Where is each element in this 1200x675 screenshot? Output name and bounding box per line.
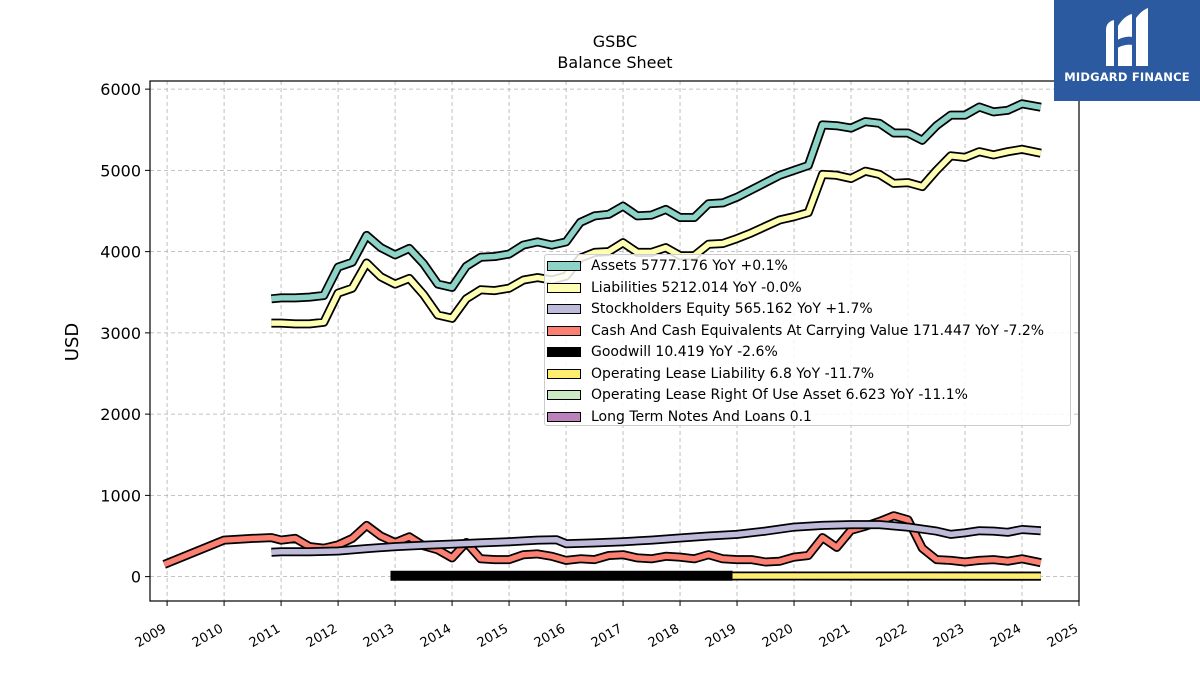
y-tick-label: 6000 <box>100 80 141 99</box>
x-tick-label: 2009 <box>133 621 169 651</box>
legend-swatch-long-term-notes <box>547 411 581 422</box>
y-tick-label: 2000 <box>100 405 141 424</box>
x-tick-label: 2021 <box>817 621 853 651</box>
x-tick-label: 2011 <box>247 621 283 651</box>
legend-swatch-operating-lease-rou-asset <box>547 390 581 400</box>
chart-title: GSBC <box>592 32 638 51</box>
y-axis-ticks: 0 1000 2000 3000 4000 5000 6000 <box>100 80 150 587</box>
midgard-logo-icon <box>1106 8 1148 66</box>
x-tick-label: 2013 <box>361 621 397 651</box>
x-tick-label: 2015 <box>475 621 511 651</box>
series-line-assets <box>271 101 1042 302</box>
legend-swatch-cash <box>547 325 581 336</box>
x-tick-label: 2019 <box>703 621 739 651</box>
brand-logo: MIDGARD FINANCE <box>1054 0 1200 101</box>
series-line-liabilities <box>271 146 1042 327</box>
legend-label-cash: Cash And Cash Equivalents At Carrying Va… <box>591 322 1045 339</box>
legend-label-operating-lease-liability: Operating Lease Liability 6.8 YoY -11.7% <box>591 365 875 382</box>
x-tick-label: 2024 <box>988 621 1024 651</box>
plot-frame <box>149 80 1080 602</box>
y-tick-label: 4000 <box>100 243 141 262</box>
chart-subtitle: Balance Sheet <box>557 53 673 72</box>
legend-label-stockholders-equity: Stockholders Equity 565.162 YoY +1.7% <box>591 301 873 317</box>
series-line-stockholders-equity <box>271 521 1041 556</box>
legend-label-goodwill: Goodwill 10.419 YoY -2.6% <box>591 344 778 360</box>
x-tick-label: 2016 <box>532 621 568 651</box>
legend-swatch-goodwill <box>547 347 581 357</box>
legend-swatch-stockholders-equity <box>547 304 581 314</box>
legend-label-long-term-notes: Long Term Notes And Loans 0.1 <box>591 408 812 425</box>
y-axis-label: USD <box>62 323 83 361</box>
x-tick-label: 2012 <box>304 621 340 651</box>
legend-label-liabilities: Liabilities 5212.014 YoY -0.0% <box>591 279 802 296</box>
y-tick-label: 1000 <box>100 486 141 505</box>
series-lines <box>162 99 1042 581</box>
x-tick-label: 2017 <box>589 621 625 651</box>
x-tick-label: 2023 <box>931 621 967 651</box>
x-tick-label: 2014 <box>418 621 454 651</box>
legend-label-assets: Assets 5777.176 YoY +0.1% <box>591 258 788 274</box>
legend-swatch-assets <box>547 261 581 271</box>
x-tick-label: 2025 <box>1045 621 1081 651</box>
series-line-cash-and-cash-equivalents-at-carrying-value <box>163 512 1042 567</box>
legend-swatch-liabilities <box>547 282 581 293</box>
x-axis-ticks: 2009 2010 2011 2012 2013 2014 2015 2016 2017 2018… <box>133 601 1081 651</box>
legend-label-operating-lease-rou-asset: Operating Lease Right Of Use Asset 6.623… <box>591 387 968 403</box>
brand-name: MIDGARD FINANCE <box>1064 70 1190 84</box>
x-tick-label: 2022 <box>874 621 910 651</box>
y-tick-label: 5000 <box>100 161 141 180</box>
x-tick-label: 2018 <box>646 621 682 651</box>
x-tick-label: 2020 <box>760 621 796 651</box>
legend-swatch-operating-lease-liability <box>547 368 581 379</box>
x-tick-label: 2010 <box>190 621 226 651</box>
y-tick-label: 3000 <box>100 324 141 343</box>
chart-legend: Assets 5777.176 YoY +0.1% Liabilities 52… <box>544 254 1071 426</box>
y-tick-label: 0 <box>131 568 141 587</box>
